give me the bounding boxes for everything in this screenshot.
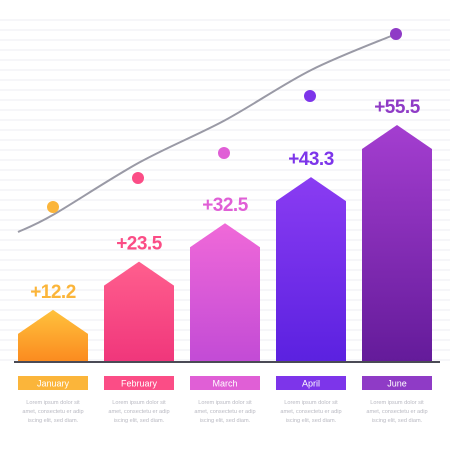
bar-january: [18, 309, 88, 362]
category-label: June: [387, 379, 407, 389]
trend-line: [17, 33, 397, 233]
descriptions: Lorem ipsum dolor sit amet, consectetu er…: [22, 400, 427, 424]
description-line: amet, consectetu er adip: [366, 409, 427, 415]
description-line: iscing elit, sed diam.: [114, 418, 165, 424]
bar-february: [104, 261, 174, 362]
category-pill: [276, 376, 346, 390]
value-label: +23.5: [116, 234, 163, 255]
value-labels: +12.2 +23.5 +32.5 +43.3 +55.5: [30, 97, 421, 303]
category-pill: [190, 376, 260, 390]
value-label: +32.5: [202, 195, 249, 216]
trend-point: [218, 147, 230, 159]
category-pill: [362, 376, 432, 390]
value-label: +43.3: [288, 149, 334, 170]
trend-points: [47, 28, 402, 213]
description-line: amet, consectetu er adip: [194, 409, 255, 415]
description-line: amet, consectetu er adip: [108, 409, 169, 415]
category-pill: [18, 376, 88, 390]
value-label: +12.2: [30, 282, 76, 303]
description-line: iscing elit, sed diam.: [28, 418, 79, 424]
bar-march: [190, 223, 260, 362]
bar-june: [362, 125, 432, 362]
category-label: February: [121, 379, 158, 389]
category-label: April: [302, 379, 320, 389]
trend-point: [47, 201, 59, 213]
category-label: March: [212, 379, 237, 389]
trend-point: [304, 90, 316, 102]
description-line: Lorem ipsum dolor sit: [26, 400, 80, 406]
description-line: iscing elit, sed diam.: [372, 418, 423, 424]
trend-point: [390, 28, 402, 40]
description-line: Lorem ipsum dolor sit: [370, 400, 424, 406]
description-line: Lorem ipsum dolor sit: [198, 400, 252, 406]
description-line: iscing elit, sed diam.: [286, 418, 337, 424]
value-label: +55.5: [374, 97, 421, 118]
description-line: Lorem ipsum dolor sit: [284, 400, 338, 406]
category-pill: [104, 376, 174, 390]
trend-point: [132, 172, 144, 184]
bars: [18, 125, 432, 362]
category-label: January: [37, 379, 70, 389]
description-line: Lorem ipsum dolor sit: [112, 400, 166, 406]
description-line: amet, consectetu er adip: [280, 409, 341, 415]
bar-april: [276, 177, 346, 362]
description-line: amet, consectetu er adip: [22, 409, 83, 415]
description-line: iscing elit, sed diam.: [200, 418, 251, 424]
category-labels: January February March April June: [18, 376, 432, 390]
